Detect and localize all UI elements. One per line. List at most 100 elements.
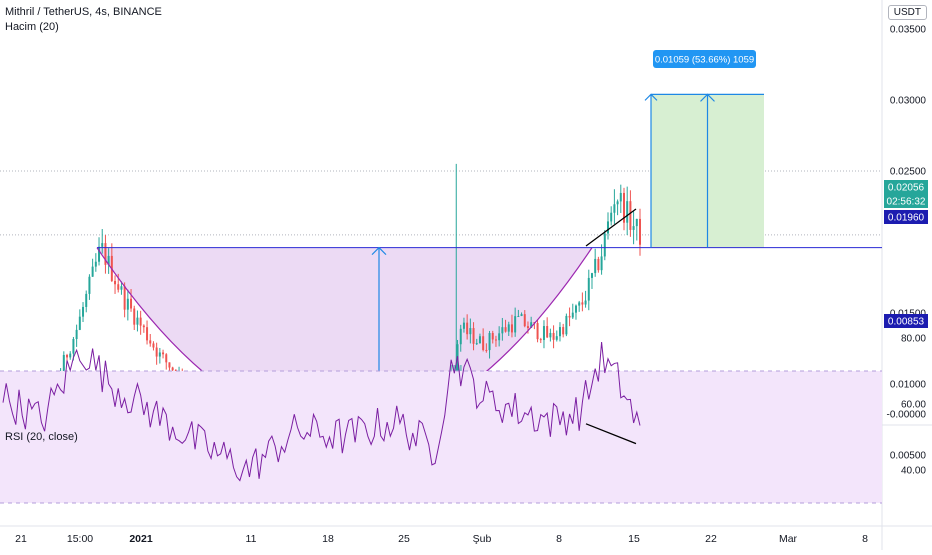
candle-body — [117, 284, 120, 290]
candle-body — [472, 328, 475, 344]
candle-body — [130, 298, 133, 309]
candle-body — [88, 276, 91, 294]
price-tick-label: 0.01000 — [890, 379, 927, 390]
candle-body — [616, 201, 619, 205]
volume-legend[interactable]: Hacim (20) — [5, 21, 59, 33]
candle-body — [565, 315, 568, 335]
candle-body — [639, 218, 641, 245]
candle-body — [485, 349, 488, 351]
candle-body — [600, 256, 603, 271]
candle-body — [568, 315, 571, 318]
candle-body — [542, 326, 545, 341]
candle-body — [603, 233, 606, 257]
target-left-arrowhead — [644, 93, 658, 101]
candle-body — [126, 298, 129, 310]
countdown-label: 02:56:32 — [887, 197, 926, 208]
time-tick-label: 15:00 — [67, 533, 93, 545]
candle-body — [69, 353, 72, 358]
rsi-legend[interactable]: RSI (20, close) — [5, 431, 78, 443]
time-tick-label: 15 — [628, 533, 640, 545]
candle-body — [606, 221, 609, 234]
candle-body — [107, 255, 110, 265]
support-price-label-bg — [884, 314, 928, 328]
time-tick-label: 11 — [246, 533, 257, 545]
candle-body — [114, 280, 117, 285]
rsi-layer — [0, 341, 882, 504]
resistance-price-label-bg — [884, 210, 928, 224]
candle-body — [558, 327, 561, 337]
price-tick-label: 0.01500 — [890, 308, 927, 319]
candle-body — [91, 266, 94, 277]
handle-trendline — [585, 208, 637, 247]
candle-body — [587, 277, 590, 301]
candle-body — [104, 243, 107, 265]
candle-body — [162, 352, 165, 355]
candle-body — [571, 312, 574, 318]
candle-body — [578, 302, 581, 306]
candle-body — [120, 286, 123, 290]
time-tick-label: Şub — [473, 533, 492, 545]
candle-body — [101, 243, 104, 247]
candle-body — [546, 326, 549, 338]
candle-body — [171, 367, 174, 371]
candle-body — [504, 327, 507, 332]
candle-body — [462, 322, 465, 329]
candle-body — [494, 339, 497, 341]
time-tick-label: 22 — [705, 533, 717, 545]
candle-body — [635, 218, 638, 227]
candle-body — [584, 300, 587, 305]
rsi-tick-label: 60.00 — [901, 400, 926, 411]
candle-body — [139, 317, 142, 326]
candle-body — [594, 258, 597, 274]
candle-body — [98, 246, 101, 262]
candle-body — [610, 212, 613, 222]
time-tick-label: 2021 — [129, 533, 153, 545]
candle-body — [482, 336, 485, 350]
rsi-tick-label: 40.00 — [901, 466, 926, 477]
candle-body — [168, 362, 171, 368]
candle-body — [133, 308, 136, 325]
candle-body — [514, 316, 517, 333]
candle-body — [82, 306, 85, 317]
time-tick-label: Mar — [779, 533, 798, 545]
measure-arrow-head — [371, 246, 387, 256]
price-tick-label: 0.03000 — [890, 96, 927, 107]
candle-body — [510, 324, 513, 333]
resistance-price-label: 0.01960 — [888, 213, 925, 224]
candle-body — [507, 324, 510, 332]
symbol-title[interactable]: Mithril / TetherUS, 4s, BINANCE — [5, 6, 162, 18]
candle-body — [146, 327, 149, 341]
candle-body — [581, 302, 584, 305]
price-tick-label: 0.03500 — [890, 25, 927, 36]
candle-body — [520, 314, 523, 317]
candle-body — [523, 314, 526, 327]
candle-body — [574, 305, 577, 313]
candle-body — [626, 201, 629, 223]
candle-body — [613, 204, 616, 213]
candle-body — [72, 339, 75, 354]
candle-body — [562, 327, 565, 335]
candle-body — [158, 352, 161, 357]
volume-tick-label: -0.00000 — [887, 410, 927, 421]
currency-button[interactable]: USDT — [887, 5, 927, 20]
candle-body — [456, 344, 459, 381]
rsi-line — [2, 341, 641, 482]
time-tick-label: 8 — [556, 533, 562, 545]
candle-body — [622, 192, 625, 223]
candle-body — [66, 354, 69, 358]
candle-body — [552, 332, 555, 340]
candle-body — [152, 343, 155, 348]
support-price-label: 0.00853 — [888, 317, 925, 328]
candle-body — [501, 327, 504, 334]
candle-body — [539, 339, 542, 341]
candle-body — [498, 333, 501, 341]
candle-body — [491, 333, 494, 340]
time-tick-label: 8 — [862, 533, 868, 545]
rsi-tick-label: 80.00 — [901, 334, 926, 345]
price-tick-label: 0.02500 — [890, 167, 927, 178]
candle-body — [155, 347, 158, 357]
candle-body — [549, 332, 552, 338]
candle-body — [619, 192, 622, 202]
